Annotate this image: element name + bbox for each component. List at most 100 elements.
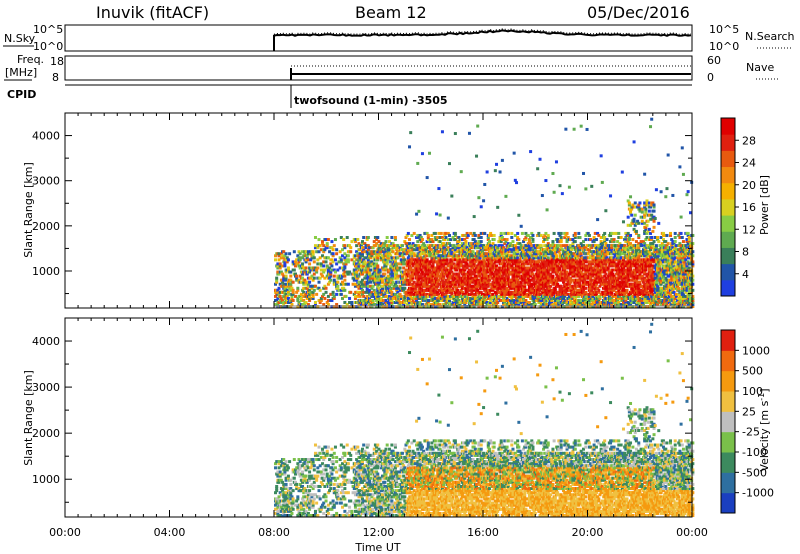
power-echo-cell: [482, 244, 486, 248]
power-echo-cell: [386, 258, 390, 262]
power-echo-cell: [418, 266, 422, 270]
power-echo-cell: [379, 301, 383, 305]
power-echo-cell: [500, 158, 504, 162]
power-echo-cell: [370, 303, 374, 307]
power-echo-cell: [371, 284, 375, 288]
power-echo-cell: [547, 290, 551, 294]
power-echo-cell: [452, 256, 456, 260]
power-echo-cell: [430, 276, 434, 280]
power-echo-cell: [363, 260, 367, 264]
power-echo-cell: [426, 244, 430, 248]
power-echo-cell: [386, 286, 390, 290]
power-echo-cell: [562, 278, 566, 282]
power-echo-cell: [443, 258, 447, 262]
power-echo-cell: [552, 305, 556, 309]
power-echo-cell: [335, 303, 339, 307]
power-echo-cell: [576, 256, 580, 260]
power-echo-cell: [459, 262, 463, 266]
power-echo-cell: [388, 244, 392, 248]
power-echo-cell: [517, 288, 521, 292]
power-echo-cell: [537, 231, 541, 235]
power-echo-cell: [362, 290, 366, 294]
power-echo-cell: [442, 242, 446, 246]
power-echo-cell: [586, 276, 590, 280]
power-echo-cell: [321, 240, 325, 244]
power-echo-cell: [284, 252, 288, 256]
power-echo-cell: [515, 246, 519, 250]
power-echo-cell: [450, 292, 454, 296]
power-echo-cell: [458, 303, 462, 307]
power-echo-cell: [545, 208, 549, 212]
power-echo-cell: [558, 286, 562, 290]
power-echo-cell: [403, 301, 407, 305]
power-echo-cell: [556, 238, 560, 242]
power-echo-cell: [542, 258, 546, 262]
power-echo-cell: [408, 301, 412, 305]
power-echo-cell: [543, 266, 547, 270]
power-echo-cell: [593, 303, 597, 307]
power-echo-cell: [515, 272, 519, 276]
power-echo-cell: [483, 182, 487, 186]
power-echo-cell: [438, 305, 442, 309]
power-echo-cell: [390, 278, 394, 282]
power-echo-cell: [590, 298, 594, 302]
power-echo-cell: [601, 266, 605, 270]
power-echo-cell: [310, 305, 314, 309]
power-echo-cell: [520, 260, 524, 264]
power-echo-cell: [349, 250, 353, 254]
power-echo-cell: [559, 294, 563, 298]
power-echo-cell: [281, 254, 285, 258]
power-echo-cell: [536, 288, 540, 292]
power-echo-cell: [558, 272, 562, 276]
power-echo-cell: [453, 246, 457, 250]
power-echo-cell: [552, 270, 556, 274]
power-echo-cell: [509, 242, 513, 246]
power-echo-cell: [430, 238, 434, 242]
power-echo-cell: [455, 286, 459, 290]
power-echo-cell: [410, 278, 414, 282]
power-echo-cell: [476, 124, 480, 128]
power-echo-cell: [447, 298, 451, 302]
power-echo-cell: [350, 303, 354, 307]
power-echo-cell: [496, 282, 500, 286]
power-echo-cell: [369, 284, 373, 288]
power-echo-cell: [492, 233, 496, 237]
power-echo-cell: [299, 296, 303, 300]
power-echo-cell: [553, 288, 557, 292]
power-echo-cell: [515, 290, 519, 294]
power-echo-cell: [409, 274, 413, 278]
power-echo-cell: [587, 286, 591, 290]
power-echo-cell: [572, 272, 576, 276]
power-echo-cell: [435, 238, 439, 242]
power-echo-cell: [565, 278, 569, 282]
power-echo-cell: [299, 305, 303, 309]
power-echo-cell: [604, 242, 608, 246]
power-echo-cell: [563, 258, 567, 262]
power-echo-cell: [506, 246, 510, 250]
power-echo-cell: [453, 238, 457, 242]
power-echo-cell: [599, 292, 603, 296]
power-echo-cell: [475, 298, 479, 302]
power-echo-cell: [610, 260, 614, 264]
power-echo-cell: [325, 244, 329, 248]
power-echo-cell: [431, 240, 435, 244]
power-echo-cell: [342, 282, 346, 286]
power-echo-cell: [583, 266, 587, 270]
power-echo-cell: [466, 254, 470, 258]
power-echo-cell: [301, 264, 305, 268]
power-echo-cell: [557, 274, 561, 278]
power-echo-cell: [546, 276, 550, 280]
power-echo-cell: [525, 260, 529, 264]
power-echo-cell: [492, 286, 496, 290]
power-echo-cell: [431, 280, 435, 284]
power-echo-cell: [585, 298, 589, 302]
power-echo-cell: [524, 270, 528, 274]
date-title: 05/Dec/2016: [587, 3, 690, 22]
power-echo-cell: [592, 240, 596, 244]
power-echo-cell: [472, 258, 476, 262]
power-echo-cell: [278, 282, 282, 286]
power-echo-cell: [557, 278, 561, 282]
power-echo-cell: [342, 272, 346, 276]
power-echo-cell: [537, 258, 541, 262]
power-echo-cell: [533, 248, 537, 252]
